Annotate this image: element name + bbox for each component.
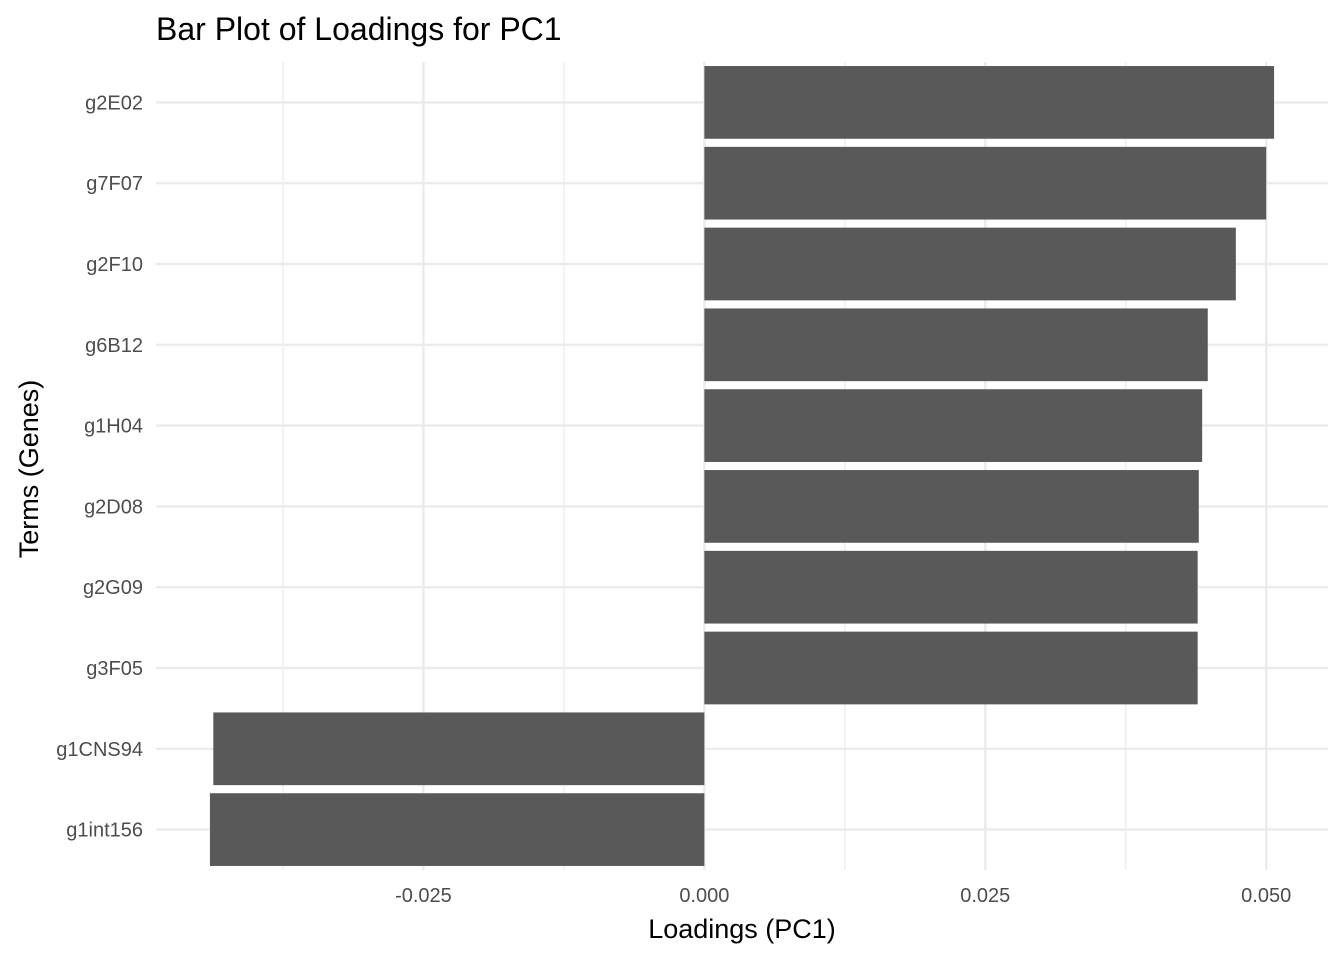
bar-g1int156 xyxy=(209,793,705,866)
x-tick-labels: -0.025 0.000 0.025 0.050 xyxy=(395,885,1291,907)
bar-g2D08 xyxy=(704,470,1199,543)
bar-g7F07 xyxy=(704,146,1267,220)
bar-g2G09 xyxy=(704,550,1198,624)
y-tick-label: g6B12 xyxy=(85,335,143,357)
x-tick-label: 0.000 xyxy=(679,885,729,907)
y-tick-label: g1int156 xyxy=(66,820,143,842)
y-tick-label: g3F05 xyxy=(86,658,143,680)
y-tick-label: g2F10 xyxy=(86,254,143,276)
y-tick-label: g2D08 xyxy=(84,496,143,518)
y-tick-label: g1H04 xyxy=(84,416,143,438)
x-axis-title: Loadings (PC1) xyxy=(648,914,836,944)
x-tick-label: 0.050 xyxy=(1241,885,1291,907)
y-tick-labels: g2E02 g7F07 g2F10 g6B12 g1H04 g2D08 g2G09 g3F05… xyxy=(56,92,143,841)
y-tick-label: g1CNS94 xyxy=(56,739,143,761)
y-tick-label: g2E02 xyxy=(85,92,143,114)
bar-g1CNS94 xyxy=(213,712,705,786)
x-tick-label: -0.025 xyxy=(395,885,452,907)
bar-g1H04 xyxy=(704,389,1203,462)
y-tick-label: g7F07 xyxy=(86,173,143,195)
y-axis-title: Terms (Genes) xyxy=(14,380,44,559)
x-tick-label: 0.025 xyxy=(960,885,1010,907)
y-tick-label: g2G09 xyxy=(83,577,143,599)
chart-title: Bar Plot of Loadings for PC1 xyxy=(156,11,562,47)
bar-g2F10 xyxy=(704,227,1236,301)
bar-g3F05 xyxy=(704,631,1198,705)
bar-g2E02 xyxy=(704,66,1275,139)
bars-layer xyxy=(209,66,1275,866)
bar-g6B12 xyxy=(704,308,1208,382)
